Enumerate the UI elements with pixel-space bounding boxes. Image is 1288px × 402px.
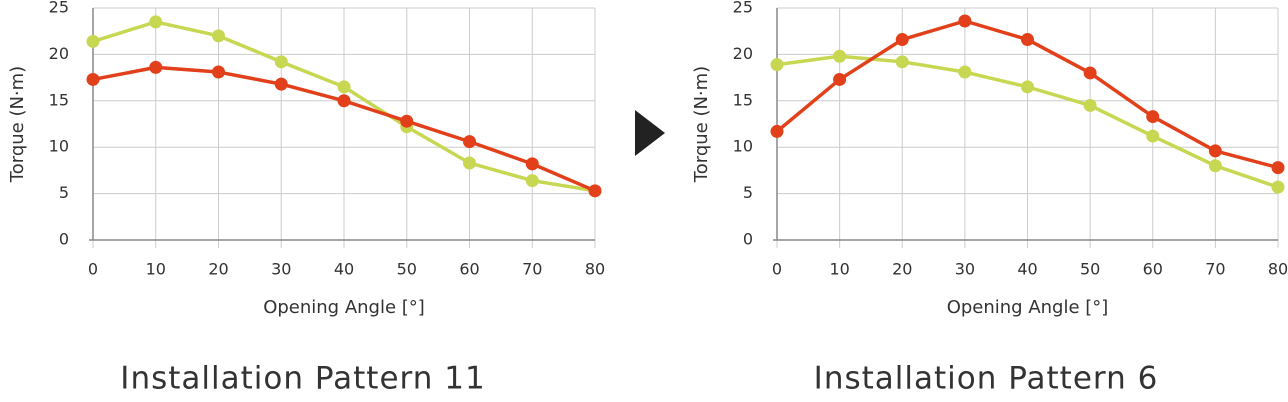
x-tick-label: 30: [271, 260, 291, 279]
data-point: [1021, 80, 1034, 94]
x-tick-label: 80: [585, 260, 605, 279]
x-axis-title: Opening Angle [°]: [263, 297, 425, 318]
data-point: [1021, 33, 1034, 47]
y-tick-label: 15: [49, 90, 69, 109]
data-point: [895, 33, 909, 47]
data-point: [1208, 144, 1222, 158]
data-point: [212, 65, 225, 79]
data-point: [274, 77, 288, 91]
data-point: [770, 124, 784, 138]
x-tick-label: 50: [397, 260, 417, 279]
data-point: [1271, 161, 1285, 175]
data-point: [1146, 129, 1160, 143]
y-tick-label: 25: [733, 0, 753, 17]
data-point: [1083, 66, 1097, 80]
data-point: [895, 55, 909, 69]
data-point: [833, 49, 847, 63]
data-point: [149, 60, 163, 74]
x-tick-label: 70: [1205, 260, 1225, 279]
data-point: [833, 72, 847, 86]
y-tick-label: 0: [59, 230, 69, 249]
data-point: [463, 156, 476, 170]
data-point: [525, 174, 539, 188]
data-point: [588, 184, 602, 198]
y-axis-title: Torque (N·m): [7, 66, 28, 183]
data-point: [1083, 98, 1097, 112]
arrow: [635, 110, 665, 156]
x-tick-label: 10: [146, 260, 166, 279]
data-point: [86, 34, 100, 48]
x-tick-label: 40: [334, 260, 354, 279]
data-point: [400, 114, 414, 128]
data-point: [1271, 180, 1285, 194]
data-point: [337, 94, 351, 108]
data-point: [337, 80, 351, 94]
x-tick-label: 70: [522, 260, 542, 279]
chart-title: Installation Pattern 11: [120, 361, 485, 397]
y-tick-label: 10: [49, 137, 69, 156]
x-tick-label: 20: [892, 260, 912, 279]
y-tick-label: 5: [743, 183, 753, 202]
y-tick-label: 10: [733, 137, 753, 156]
data-point: [212, 29, 225, 43]
data-point: [274, 55, 288, 69]
data-point: [958, 14, 972, 28]
data-point: [1208, 159, 1222, 173]
x-tick-label: 60: [459, 260, 479, 279]
y-tick-label: 15: [733, 90, 753, 109]
x-tick-label: 30: [955, 260, 975, 279]
x-tick-label: 10: [829, 260, 849, 279]
data-point: [149, 15, 163, 29]
x-tick-label: 40: [1017, 260, 1037, 279]
y-tick-label: 20: [49, 44, 69, 63]
x-axis-title: Opening Angle [°]: [947, 297, 1109, 318]
x-tick-label: 50: [1080, 260, 1100, 279]
x-tick-label: 0: [772, 260, 782, 279]
x-tick-label: 0: [88, 260, 98, 279]
y-tick-label: 5: [59, 183, 69, 202]
data-point: [463, 135, 476, 149]
y-tick-label: 20: [733, 44, 753, 63]
x-tick-label: 80: [1268, 260, 1288, 279]
data-point: [1146, 110, 1160, 124]
data-point: [86, 72, 100, 86]
x-tick-label: 20: [208, 260, 228, 279]
data-point: [958, 65, 972, 79]
x-tick-label: 60: [1143, 260, 1163, 279]
data-point: [770, 58, 784, 72]
y-axis-title: Torque (N·m): [691, 66, 712, 183]
y-tick-label: 25: [49, 0, 69, 17]
chart-title: Installation Pattern 6: [814, 361, 1159, 397]
data-point: [525, 157, 539, 171]
y-tick-label: 0: [743, 230, 753, 249]
